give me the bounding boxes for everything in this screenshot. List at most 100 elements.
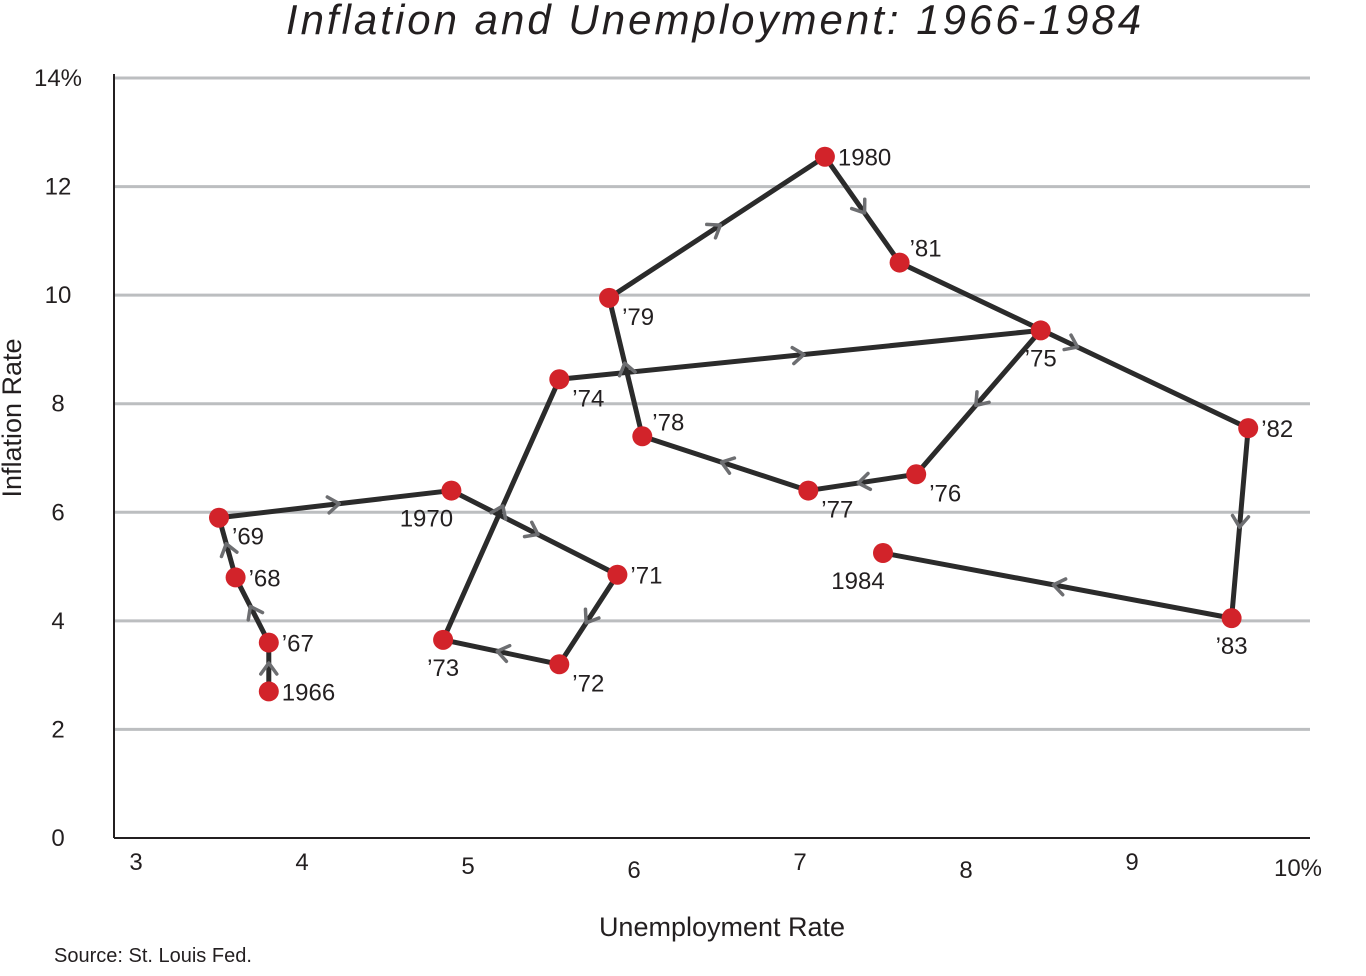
direction-arrow	[790, 345, 806, 366]
data-point	[798, 480, 819, 501]
line-segment	[556, 327, 1044, 382]
data-point	[814, 146, 835, 167]
direction-arrow	[705, 222, 723, 240]
data-point	[1030, 320, 1051, 341]
y-axis-label: Inflation Rate	[0, 338, 27, 497]
x-tick-label: 5	[461, 853, 474, 880]
direction-arrow	[1051, 577, 1068, 597]
data-point	[258, 681, 279, 702]
direction-arrow	[495, 643, 512, 664]
y-tick-label: 6	[51, 499, 64, 526]
source-note: Source: St. Louis Fed.	[54, 945, 252, 967]
data-point	[906, 464, 927, 485]
x-tick-label: 9	[1125, 849, 1138, 876]
point-label: ’83	[1216, 633, 1248, 660]
point-label: ’74	[572, 385, 604, 412]
y-tick-label: 8	[51, 391, 64, 418]
line-segment	[822, 154, 903, 266]
direction-arrow	[522, 520, 540, 539]
point-label: ’67	[282, 631, 314, 658]
data-point	[889, 252, 910, 273]
line-segment	[233, 574, 272, 646]
point-label: ’71	[630, 563, 662, 590]
direction-arrow	[219, 541, 239, 559]
direction-arrow	[259, 661, 279, 676]
x-tick-label: 6	[627, 857, 640, 884]
point-label: ’75	[1025, 345, 1057, 372]
direction-arrow	[325, 495, 341, 515]
data-point	[549, 369, 570, 390]
direction-arrow	[617, 361, 637, 378]
x-tick-label: 7	[793, 849, 806, 876]
line-segment	[639, 433, 811, 494]
x-tick-label: 8	[959, 857, 972, 884]
data-point	[433, 629, 454, 650]
x-tick-label: 4	[295, 849, 308, 876]
y-tick-label: 0	[51, 825, 64, 852]
data-point	[209, 507, 229, 528]
line-segment	[606, 154, 828, 301]
data-point	[1238, 418, 1259, 439]
point-label: ’82	[1261, 416, 1293, 443]
grid-lines	[114, 76, 1310, 731]
point-label: ’68	[249, 565, 281, 592]
direction-arrow	[1230, 513, 1251, 529]
line-segment	[556, 572, 620, 667]
y-tick-label: 10	[45, 282, 72, 309]
data-point	[873, 543, 893, 563]
direction-arrow	[974, 390, 991, 408]
direction-arrow	[583, 607, 601, 625]
line-segment	[913, 327, 1044, 477]
y-tick-labels: 0 2 4 6 8 10 12 14%	[34, 65, 82, 852]
line-segment	[216, 515, 239, 580]
data-points	[209, 146, 1259, 702]
x-axis-label: Unemployment Rate	[599, 912, 845, 942]
direction-arrow	[489, 504, 508, 521]
y-tick-label: 2	[51, 716, 64, 743]
x-tick-label: 10%	[1274, 855, 1322, 882]
point-label: ’73	[427, 655, 459, 682]
line-segment	[216, 488, 454, 521]
point-label: ’81	[910, 236, 942, 263]
point-label: 1984	[831, 568, 884, 595]
direction-arrow	[719, 456, 737, 475]
line-segment	[880, 550, 1235, 621]
data-point	[1221, 608, 1242, 629]
point-label: 1970	[400, 506, 453, 533]
line-segment	[805, 471, 919, 494]
line-segment	[606, 295, 645, 439]
chart-title: Inflation and Unemployment: 1966-1984	[286, 0, 1144, 43]
point-label: 1980	[838, 145, 891, 172]
y-tick-label: 12	[45, 174, 72, 201]
y-tick-label: 14%	[34, 65, 82, 92]
x-tick-labels: 3 4 5 6 7 8 9 10%	[129, 849, 1322, 884]
line-segment	[440, 637, 562, 667]
data-point	[549, 654, 570, 675]
line-segment	[1229, 425, 1251, 621]
point-label: ’78	[652, 409, 684, 436]
x-tick-label: 3	[129, 849, 142, 876]
direction-arrow	[1062, 333, 1080, 352]
point-labels: 1966 ’67 ’68 ’69 1970 ’71 ’72 ’73 ’74 ’75 ’76 ’77 ’7…	[232, 145, 1293, 707]
y-tick-label: 4	[51, 608, 64, 635]
data-point	[607, 564, 628, 585]
direction-arrow	[849, 197, 867, 215]
line-segment	[440, 376, 562, 643]
data-point	[441, 480, 462, 501]
data-point	[225, 567, 246, 588]
point-label: ’77	[821, 497, 853, 524]
point-label: ’79	[622, 304, 654, 331]
direction-arrow	[856, 471, 873, 492]
line-segment	[448, 488, 620, 578]
point-label: 1966	[282, 679, 335, 706]
data-point	[258, 632, 279, 653]
direction-arrow	[246, 604, 265, 622]
data-point	[632, 426, 653, 447]
data-point	[599, 287, 620, 308]
direction-arrows	[219, 197, 1251, 676]
line-segment	[897, 260, 1251, 431]
point-label: ’69	[232, 524, 264, 551]
point-label: ’76	[929, 480, 961, 507]
connecting-line	[216, 154, 1251, 694]
